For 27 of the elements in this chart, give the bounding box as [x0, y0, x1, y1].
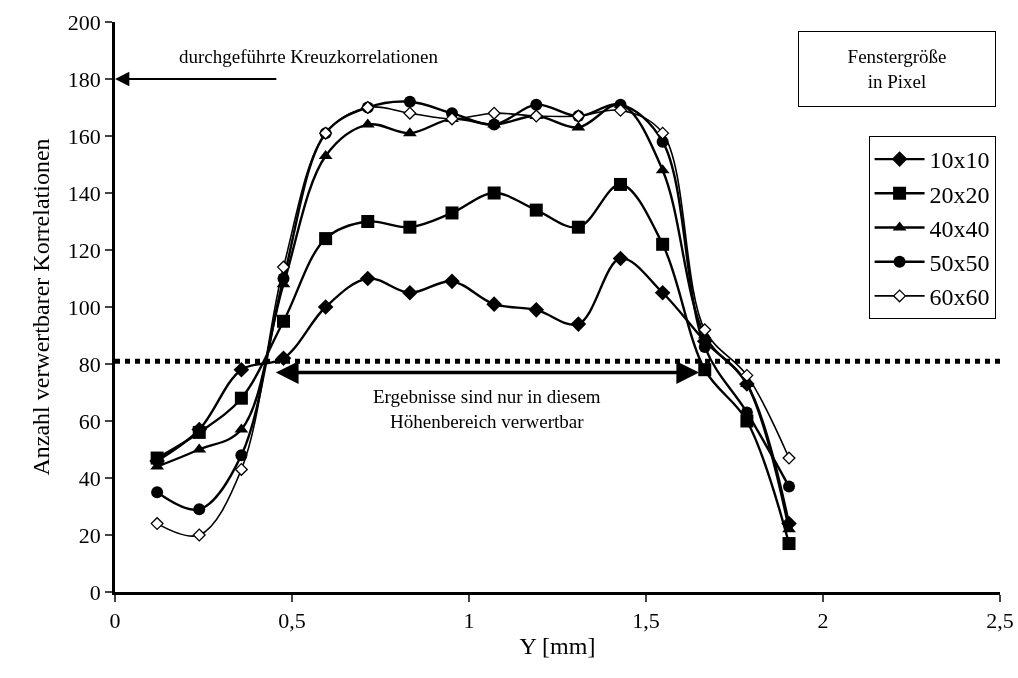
x-axis-title: Y [mm] [519, 633, 596, 660]
x-tick-label: 0,5 [278, 608, 306, 634]
legend-label: 60x60 [929, 284, 990, 311]
y-tick-label: 200 [67, 9, 101, 35]
y-axis-title: Anzahl verwertbarer Korrelationen [27, 138, 54, 476]
y-tick-label: 160 [67, 123, 101, 149]
annotation: Ergebnisse sind nur in diesem Höhenbereich verwertbar [373, 386, 601, 432]
y-tick-label: 60 [78, 408, 101, 434]
x-tick-label: 2,5 [986, 608, 1014, 634]
x-tick-label: 1,5 [632, 608, 660, 634]
legend-title: Fenstergröße in Pixel [847, 46, 947, 92]
y-tick-label: 120 [67, 237, 101, 263]
x-tick-label: 1 [463, 608, 475, 634]
legend-label: 40x40 [929, 215, 990, 242]
y-tick-label: 100 [67, 294, 101, 320]
annotation: durchgeführte Kreuzkorrelationen [179, 46, 439, 67]
legend-label: 20x20 [929, 181, 990, 208]
x-tick-label: 2 [817, 608, 829, 634]
legend-label: 50x50 [929, 250, 990, 277]
y-tick-label: 80 [78, 351, 101, 377]
y-tick-label: 140 [67, 180, 101, 206]
legend-label: 10x10 [929, 147, 990, 174]
x-tick-label: 0 [109, 608, 121, 634]
y-tick-label: 20 [78, 522, 101, 548]
y-tick-label: 0 [89, 579, 101, 605]
y-tick-label: 180 [67, 66, 101, 92]
y-tick-label: 40 [78, 465, 101, 491]
